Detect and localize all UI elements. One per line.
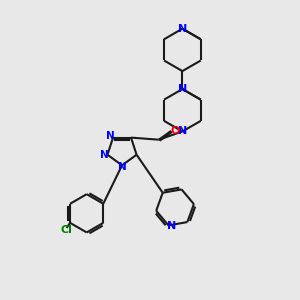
Text: Cl: Cl [61, 225, 73, 235]
Text: N: N [178, 84, 187, 94]
Text: N: N [118, 162, 126, 172]
Text: N: N [178, 24, 187, 34]
Text: O: O [170, 126, 179, 136]
Text: N: N [167, 221, 177, 231]
Text: N: N [106, 131, 115, 141]
Text: N: N [178, 126, 187, 136]
Text: N: N [100, 150, 109, 160]
